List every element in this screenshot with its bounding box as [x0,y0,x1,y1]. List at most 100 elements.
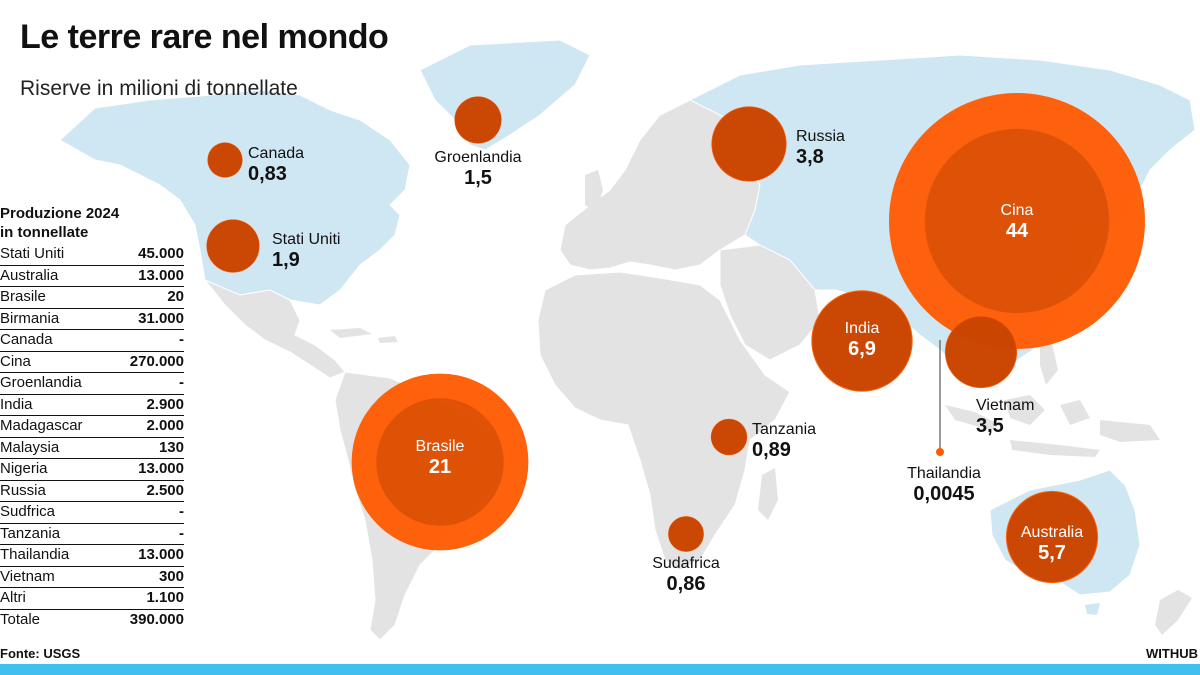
production-row: Australia 13.000 [0,265,184,287]
production-country: Malaysia [0,437,112,459]
label-value-cina: 44 [1006,220,1029,242]
label-name-russia: Russia [796,128,845,145]
label-value-thailandia: 0,0045 [913,483,974,505]
production-country: Sudfrica [0,501,112,524]
production-row: Russia 2.500 [0,480,184,502]
production-title-line1: Produzione 2024 [0,205,120,222]
production-value: 2.900 [111,394,184,416]
bubble-shade-india [812,291,912,391]
north-america-landmass [59,89,411,306]
source-note: Fonte: USGS [0,646,81,661]
production-row: India 2.900 [0,394,184,416]
production-value: - [111,329,184,352]
production-country: Groenlandia [0,372,112,395]
bubble-thailandia [936,448,944,456]
production-total-value: 390.000 [129,610,184,628]
label-value-vietnam: 3,5 [976,415,1004,437]
label-name-sudafrica: Sudafrica [652,555,720,572]
label-name-australia: Australia [1021,524,1083,541]
production-title: Produzione 2024 in tonnellate [0,204,186,242]
philippines-islands [1040,335,1058,385]
bubble-shade-sudafrica [668,516,704,552]
bubble-shade-tanzania [711,419,747,455]
production-country: Cina [0,351,112,373]
page-title: Le terre rare nel mondo [20,18,389,56]
page-subtitle: Riserve in milioni di tonnellate [20,77,298,100]
label-name-india: India [845,320,880,337]
label-name-tanzania: Tanzania [752,421,816,438]
production-row: Altri 1.100 [0,587,184,610]
production-country: Canada [0,329,112,352]
production-row: Malaysia 130 [0,437,184,459]
label-value-australia: 5,7 [1038,542,1066,564]
central-america-landmass [204,279,346,379]
production-country: Thailandia [0,544,112,567]
bubble-brasile [351,373,529,551]
production-panel: Produzione 2024 in tonnellate Stati Unit… [0,204,186,630]
production-country: Birmania [0,308,112,330]
production-row: Canada - [0,329,184,352]
uk-landmass [585,170,603,212]
production-value: 13.000 [111,265,184,287]
production-row: Thailandia 13.000 [0,544,184,567]
label-value-brasile: 21 [429,456,451,478]
label-value-sudafrica: 0,86 [667,573,706,595]
production-row: Stati Uniti 45.000 [0,244,184,266]
bubble-shade-cina [924,128,1110,314]
production-row: Groenlandia - [0,372,184,395]
bubble-shade-vietnam [945,316,1017,388]
caribbean-islands [330,328,398,343]
production-value: 130 [111,437,184,459]
production-value: 270.000 [111,351,184,373]
indonesia-islands [945,395,1160,457]
bubble-shade-brasile [376,398,504,526]
production-country: Russia [0,480,112,502]
brand-logo: WITHUB [1146,646,1198,661]
production-row: Tanzania - [0,523,184,545]
production-value: 300 [111,566,184,588]
production-value: - [111,523,184,545]
production-value: 2.000 [111,415,184,438]
production-value: 2.500 [111,480,184,502]
label-value-india: 6,9 [848,338,876,360]
bubble-shade-russia [712,107,786,181]
new-zealand-landmass [1155,590,1192,635]
production-title-line2: in tonnellate [0,224,89,241]
production-row: Madagascar 2.000 [0,415,184,438]
bubble-cina [889,93,1145,349]
production-row: Birmania 31.000 [0,308,184,330]
production-row: Cina 270.000 [0,351,184,373]
label-name-thailandia: Thailandia [907,465,981,482]
bottom-bar [0,664,1200,675]
bubble-shade-canada [207,142,243,178]
label-value-stati-uniti: 1,9 [272,249,300,271]
production-row: Nigeria 13.000 [0,458,184,481]
production-value: 31.000 [111,308,184,330]
production-country: Altri [0,587,112,610]
africa-landmass [537,271,791,571]
production-value: 13.000 [111,544,184,567]
production-country: Tanzania [0,523,112,545]
bubbles-layer [206,93,1145,584]
madagascar-landmass [758,468,778,520]
production-value: 45.000 [111,244,184,266]
production-country: Madagascar [0,415,112,438]
bubble-shade-stati-uniti [206,219,260,273]
label-name-groenlandia: Groenlandia [434,149,521,166]
bubble-shade-australia [1006,491,1098,583]
production-country: Vietnam [0,566,112,588]
label-name-stati-uniti: Stati Uniti [272,231,340,248]
production-table: Stati Uniti 45.000 Australia 13.000 Brasile 2… [0,244,184,630]
production-row: Sudfrica - [0,501,184,524]
production-country: Nigeria [0,458,112,481]
production-value: - [111,372,184,395]
production-row: Brasile 20 [0,286,184,309]
label-value-groenlandia: 1,5 [464,167,492,189]
production-country: Brasile [0,286,112,309]
production-value: 1.100 [111,587,184,610]
bubble-shade-groenlandia [454,96,502,144]
production-country: India [0,394,112,416]
production-total-label: Totale [0,610,41,628]
